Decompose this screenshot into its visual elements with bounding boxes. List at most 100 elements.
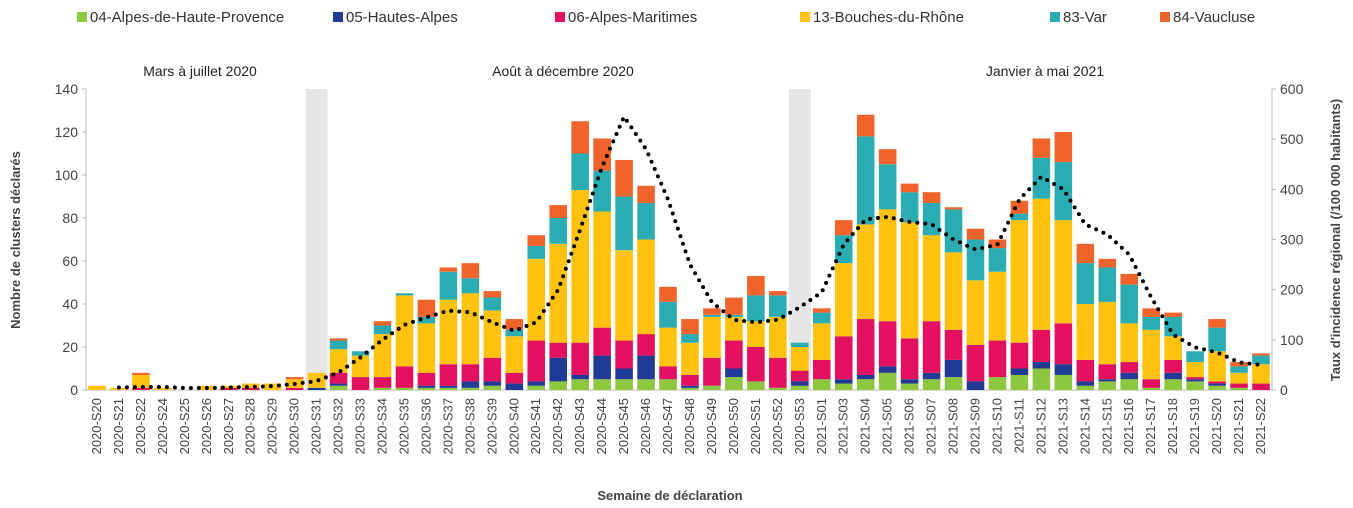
bar-segment (285, 387, 304, 390)
bar-segment (461, 263, 480, 279)
bar-segment (922, 321, 941, 373)
bar-segment (637, 379, 655, 390)
x-tick-label: 2020-S37 (440, 398, 455, 454)
x-tick-label: 2020-S42 (550, 398, 565, 454)
bar-segment (505, 383, 524, 390)
bar-segment (1142, 316, 1160, 330)
y2-tick-label: 400 (1280, 181, 1304, 197)
bar-segment (1120, 379, 1139, 390)
bar-segment (791, 370, 809, 382)
x-tick-label: 2021-S14 (1077, 398, 1092, 454)
bar-segment (637, 239, 655, 335)
bar-segment (571, 374, 589, 380)
period-label: Janvier à mai 2021 (986, 63, 1105, 79)
bar-segment (571, 190, 589, 343)
x-tick-label: 2020-S30 (287, 398, 302, 454)
bar-segment (329, 383, 348, 386)
bar-segment (1076, 243, 1095, 264)
bar-segment (659, 301, 677, 328)
bar-segment (725, 314, 743, 317)
bar-segment (549, 342, 567, 358)
bar-segment (351, 351, 370, 356)
bar-segment (769, 357, 787, 388)
bar-segment (703, 385, 721, 390)
period-label: Mars à juillet 2020 (143, 63, 257, 79)
bar-segment (483, 357, 502, 382)
bar-segment (1208, 327, 1226, 352)
bar-segment (1208, 383, 1226, 386)
bar-segment (769, 291, 787, 296)
bar-segment (944, 377, 963, 390)
bar-segment (395, 387, 414, 390)
legend-label: 84-Vaucluse (1173, 9, 1255, 26)
bar-segment (659, 327, 677, 367)
bar-segment (1208, 381, 1226, 384)
bar-segment (615, 340, 633, 369)
x-tick-label: 2021-S12 (1033, 398, 1048, 454)
bar-segment (681, 342, 699, 375)
y-axis-title: Nombre de clusters déclarés (8, 151, 23, 329)
bar-segment (1054, 323, 1073, 365)
x-tick-label: 2020-S31 (309, 398, 324, 454)
bar-segment (615, 196, 633, 251)
bar-segment (1098, 379, 1117, 382)
bar-segment (681, 319, 699, 335)
bar-segment (703, 316, 721, 358)
bar-segment (966, 239, 985, 281)
bar-segment (791, 347, 809, 371)
x-tick-label: 2020-S32 (331, 398, 346, 454)
bar-segment (856, 224, 875, 320)
bar-segment (922, 379, 941, 390)
bar-segment (944, 329, 963, 360)
bar-segment (1098, 267, 1117, 302)
x-tick-label: 2021-S04 (858, 398, 873, 454)
bar-segment (461, 278, 480, 294)
bar-segment (439, 364, 458, 386)
bar-segment (1054, 220, 1073, 324)
x-tick-label: 2021-S11 (1011, 398, 1026, 453)
bar-segment (1032, 138, 1051, 158)
legend-swatch (1160, 12, 1170, 22)
bar-segment (703, 308, 721, 315)
bar-segment (944, 207, 963, 210)
bar-segment (395, 366, 414, 388)
y-tick-label: 60 (62, 253, 78, 269)
bar-segment (812, 308, 831, 313)
legend-swatch (77, 12, 87, 22)
bar-segment (878, 149, 897, 165)
bar-segment (878, 372, 897, 390)
bar-segment (747, 295, 765, 322)
bar-segment (1054, 374, 1073, 390)
bar-segment (1164, 336, 1182, 360)
bar-segment (1098, 301, 1117, 365)
bar-segment (88, 385, 106, 390)
bar-segment (637, 202, 655, 240)
y-tick-label: 40 (62, 296, 78, 312)
bar-segment (439, 271, 458, 300)
bar-segment (505, 372, 524, 384)
x-axis-title: Semaine de déclaration (597, 488, 742, 503)
bar-segment (1032, 198, 1051, 330)
bar-segment (527, 385, 546, 390)
bar-segment (1032, 368, 1051, 390)
bar-segment (615, 250, 633, 341)
x-tick-label: 2020-S51 (748, 398, 763, 454)
x-tick-label: 2020-S22 (133, 398, 148, 454)
legend-swatch (555, 12, 565, 22)
bar-segment (878, 209, 897, 322)
y2-tick-label: 500 (1280, 131, 1304, 147)
y-tick-label: 0 (70, 382, 78, 398)
bar-segment (527, 381, 546, 386)
bar-segment (1098, 364, 1117, 380)
x-tick-label: 2020-S39 (484, 398, 499, 454)
bar-segment (1164, 312, 1182, 317)
bar-segment (681, 385, 699, 388)
bar-segment (395, 295, 414, 367)
bar-segment (922, 192, 941, 203)
bar-segment (922, 235, 941, 322)
bar-segment (571, 121, 589, 154)
bar-segment (747, 347, 765, 382)
y2-tick-label: 0 (1280, 382, 1288, 398)
bar-segment (966, 381, 985, 390)
bar-segment (791, 381, 809, 386)
